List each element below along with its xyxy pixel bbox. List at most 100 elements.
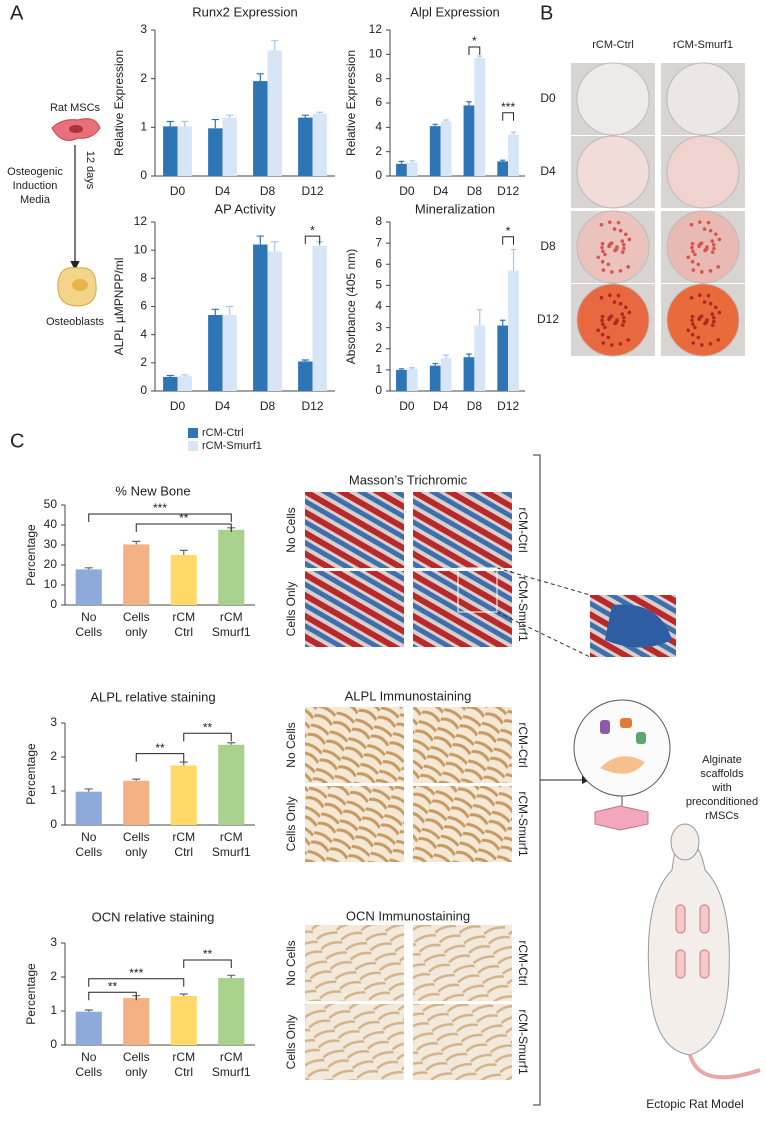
y-tick-label: 30	[44, 537, 58, 551]
stain-spot	[600, 241, 605, 246]
stain-spot	[712, 319, 716, 324]
stain-spot	[710, 312, 715, 316]
x-tick-label: Ctrl	[174, 845, 193, 859]
stain-spot	[618, 269, 623, 273]
stain-spot	[703, 321, 707, 326]
y-tick-label: 2	[50, 749, 57, 763]
error-bar	[432, 362, 438, 366]
stain-spot	[702, 227, 707, 231]
stain-spot	[626, 265, 631, 269]
y-tick-label: 1	[50, 783, 57, 797]
x-tick-label: rCM	[172, 830, 195, 844]
error-bar	[211, 308, 219, 315]
y-tick-label: 4	[375, 299, 382, 313]
y-tick-label: 10	[369, 47, 383, 61]
y-tick-label: 1	[50, 1003, 57, 1017]
x-tick-label: D0	[170, 399, 186, 413]
stain-spot	[603, 252, 607, 257]
error-bar	[466, 101, 472, 106]
error-bar	[84, 567, 93, 570]
media-label: Osteogenic	[7, 166, 63, 178]
stain-spot	[610, 343, 614, 347]
y-axis-label: ALPL µMPNPP/ml	[112, 258, 126, 356]
dish-images	[571, 62, 745, 357]
significance-bracket	[468, 46, 481, 56]
stain-spot	[717, 237, 722, 242]
bar	[123, 998, 150, 1045]
column-label: rCM-Ctrl	[516, 722, 530, 767]
stain-spot	[686, 255, 691, 260]
bar	[267, 251, 282, 391]
error-bar	[432, 123, 438, 127]
stain-spot	[620, 312, 625, 316]
stain-spot	[690, 259, 695, 264]
bar	[218, 978, 245, 1045]
x-tick-label: No	[81, 1050, 97, 1064]
stain-spot	[621, 242, 626, 247]
histology-image	[305, 492, 404, 568]
x-tick-label: D8	[467, 184, 483, 198]
stain-spot	[700, 343, 704, 347]
y-tick-label: 8	[375, 214, 382, 228]
stain-spot	[711, 242, 716, 247]
stain-spot	[698, 220, 702, 225]
y-tick-label: 50	[44, 497, 58, 511]
y-tick-label: 7	[375, 235, 382, 249]
stain-spot	[608, 293, 612, 298]
bar	[222, 314, 237, 391]
significance-bracket	[502, 112, 515, 121]
error-bar	[227, 742, 236, 745]
x-tick-label: rCM	[220, 610, 243, 624]
stain-spot	[691, 268, 696, 272]
histology-image	[413, 707, 512, 783]
error-bar	[166, 374, 174, 377]
y-axis-label: Percentage	[24, 743, 38, 805]
histology-image	[413, 571, 512, 647]
stain-spot	[600, 314, 605, 319]
implant	[675, 949, 686, 979]
stain-spot	[691, 249, 695, 253]
bar	[253, 244, 268, 391]
error-bar	[466, 353, 472, 358]
stain-spot	[708, 301, 713, 306]
stain-spot	[596, 255, 601, 260]
x-tick-label: only	[125, 625, 147, 639]
error-bar	[271, 40, 279, 51]
stain-spot	[690, 245, 694, 250]
error-bar	[409, 160, 415, 163]
implant	[675, 904, 686, 934]
y-tick-label: 0	[50, 597, 57, 611]
y-tick-label: 0	[375, 383, 382, 397]
histology-image	[305, 1004, 404, 1080]
error-bar	[132, 778, 141, 781]
column-label: rCM-Smurf1	[516, 1009, 530, 1075]
section-title: OCN Immunostaining	[346, 908, 470, 923]
x-tick-label: Ctrl	[174, 625, 193, 639]
stain-spot	[706, 220, 711, 225]
significance-label: **	[108, 979, 118, 993]
stain-spot	[690, 332, 695, 337]
stain-spot	[601, 268, 606, 272]
stain-spot	[616, 220, 621, 225]
significance-bracket	[304, 235, 321, 245]
bar	[497, 161, 509, 176]
y-tick-label: 40	[44, 517, 58, 531]
stain-spot	[690, 241, 695, 246]
stain-spot	[716, 265, 721, 269]
x-tick-label: D0	[170, 184, 186, 198]
bar	[508, 134, 519, 176]
x-tick-label: D4	[215, 399, 231, 413]
histology-image	[305, 925, 404, 1001]
y-tick-label: 6	[375, 95, 382, 109]
osteoblast-nucleus	[72, 279, 88, 291]
histology-image	[413, 492, 512, 568]
histology-image	[413, 1004, 512, 1080]
significance-bracket	[88, 513, 232, 522]
bar	[170, 996, 197, 1045]
cell-label: Osteoblasts	[46, 316, 105, 328]
stain-spot	[711, 315, 716, 320]
significance-label: **	[203, 947, 213, 961]
stain-spot	[686, 328, 691, 333]
error-bar	[443, 119, 449, 122]
